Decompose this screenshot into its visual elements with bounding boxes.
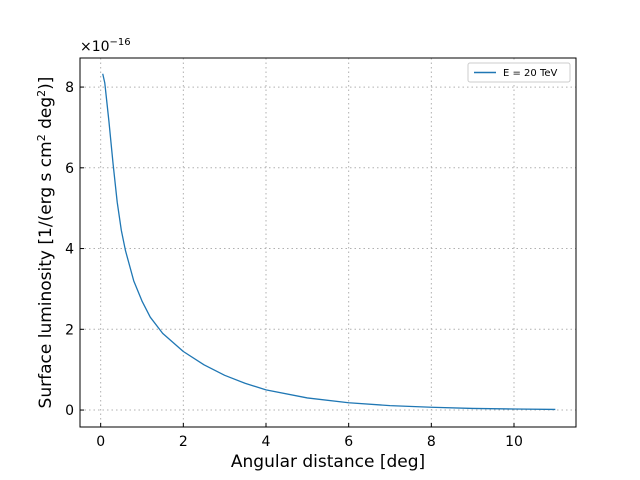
y-tick-label: 0 (65, 403, 74, 419)
ticks: 0 2 4 6 8 10 0 2 4 6 8 (65, 80, 523, 450)
series-layer (102, 73, 556, 411)
legend: E = 20 TeV (467, 62, 571, 83)
x-tick-label: 0 (96, 434, 105, 450)
x-tick-label: 6 (344, 434, 353, 450)
y-offset-label: ×10−16 (80, 37, 131, 55)
y-offset-base: ×10 (80, 39, 110, 55)
x-tick-label: 4 (262, 434, 271, 450)
legend-box (467, 62, 571, 83)
y-tick-label: 4 (65, 242, 74, 258)
y-label-prefix: Surface luminosity [1/(erg s cm (36, 141, 56, 408)
legend-label: E = 20 TeV (503, 68, 558, 79)
plot-background (80, 58, 576, 427)
grid (80, 58, 576, 427)
plot-frame (79, 57, 577, 428)
x-tick-label: 10 (505, 434, 523, 450)
x-tick-label: 2 (179, 434, 188, 450)
y-label-sup-1: 2 (35, 134, 48, 141)
y-label-sup-2: 2 (35, 90, 48, 97)
y-axis-label: Surface luminosity [1/(erg s cm2 deg2)] (35, 77, 56, 409)
y-tick-label: 2 (65, 322, 74, 338)
y-tick-label: 6 (65, 161, 74, 177)
x-axis-label: Angular distance [deg] (231, 452, 425, 472)
y-label-mid: deg (36, 97, 56, 134)
series-line (102, 73, 556, 411)
x-tick-label: 8 (427, 434, 436, 450)
y-offset-exponent: −16 (110, 37, 131, 48)
y-label-suffix: )] (36, 77, 56, 90)
y-tick-label: 8 (65, 80, 74, 96)
